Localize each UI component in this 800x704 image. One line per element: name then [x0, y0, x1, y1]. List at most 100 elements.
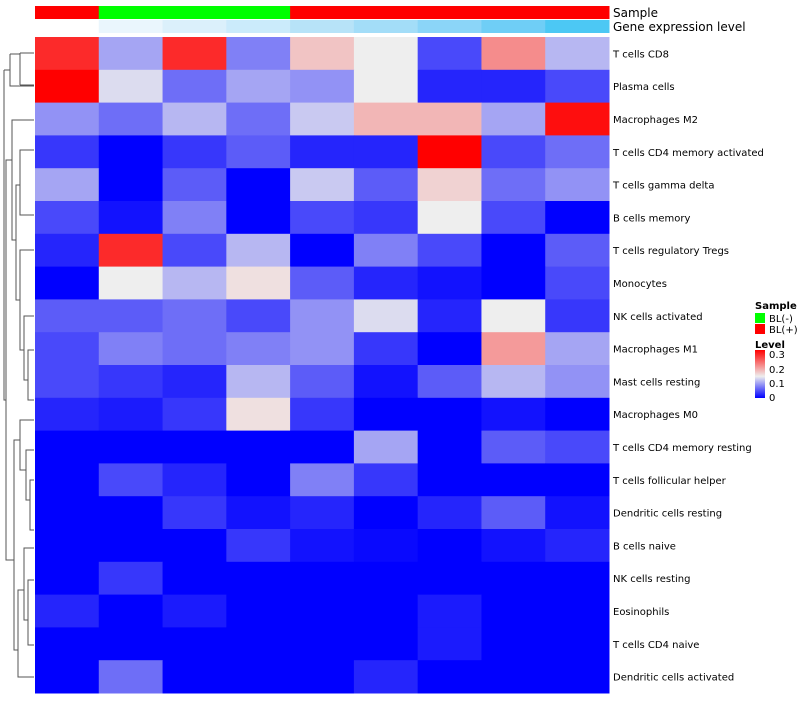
heatmap-cell [226, 397, 291, 432]
heatmap-cell [162, 561, 227, 596]
row-label: T cells regulatory Tregs [612, 246, 729, 257]
legend-tick: 0 [769, 393, 775, 404]
heatmap-cell [162, 365, 227, 399]
heatmap-cell [545, 332, 610, 366]
row-label: Plasma cells [613, 82, 675, 93]
heatmap-cell [545, 69, 610, 104]
row-label: T cells CD4 memory activated [612, 148, 764, 159]
sample-annotation-cell [162, 6, 227, 19]
sample-annotation-cell [226, 6, 291, 19]
heatmap-cell [545, 430, 610, 464]
heatmap-cell [162, 594, 227, 628]
heatmap-cell [353, 299, 419, 333]
row-label: Dendritic cells resting [613, 509, 722, 520]
heatmap-cell [35, 463, 100, 497]
column-annotations [35, 6, 610, 33]
heatmap-cell [290, 430, 355, 464]
heatmap-cell [417, 69, 482, 104]
row-label: Monocytes [613, 279, 667, 290]
heatmap-cell [481, 266, 546, 300]
legend-swatch-bl-plus [755, 324, 765, 334]
heatmap-cell [481, 594, 546, 628]
heatmap-cell [417, 365, 482, 399]
heatmap-cell [35, 266, 100, 300]
heatmap-cell [545, 168, 610, 202]
heatmap-cell [162, 397, 227, 432]
row-label: T cells CD8 [612, 49, 669, 60]
heatmap-cell [290, 496, 355, 530]
heatmap-cell [162, 37, 227, 71]
heatmap-cell [98, 529, 164, 563]
heatmap-cell [35, 365, 100, 399]
heatmap-cell [545, 561, 610, 596]
heatmap-cell [226, 496, 291, 530]
heatmap-cell [290, 594, 355, 628]
heatmap-cell [162, 660, 227, 694]
row-label: Macrophages M1 [613, 345, 698, 356]
heatmap-cell [417, 660, 482, 694]
heatmap-cell [353, 365, 419, 399]
heatmap-cell [417, 233, 482, 268]
heatmap-cell [162, 627, 227, 661]
heatmap-cell [35, 627, 100, 661]
row-label: NK cells resting [613, 574, 690, 585]
heatmap-cell [481, 233, 546, 268]
heatmap-cell [35, 561, 100, 596]
legend-tick: 0.3 [769, 350, 785, 361]
heatmap-cell [290, 168, 355, 202]
gene-expression-annotation-cell [353, 20, 419, 33]
heatmap-cell [226, 37, 291, 71]
legend-tick: 0.1 [769, 379, 785, 390]
heatmap-cell [353, 266, 419, 300]
heatmap-cell [353, 561, 419, 596]
legend-label-bl-minus: BL(-) [769, 314, 793, 325]
heatmap-cell [353, 397, 419, 432]
heatmap-cell [481, 299, 546, 333]
heatmap-cell [481, 529, 546, 563]
heatmap-cell [481, 496, 546, 530]
heatmap-cell [481, 102, 546, 136]
heatmap-cell [290, 397, 355, 432]
heatmap-cell [35, 201, 100, 235]
heatmap-cell [545, 627, 610, 661]
heatmap-cell [290, 233, 355, 268]
heatmap-cell [290, 332, 355, 366]
heatmap-cell [226, 332, 291, 366]
heatmap-cell [226, 561, 291, 596]
heatmap-cell [353, 660, 419, 694]
heatmap-cell [417, 496, 482, 530]
row-label: B cells memory [613, 213, 690, 224]
heatmap-cell [417, 266, 482, 300]
heatmap-cell [162, 332, 227, 366]
gene-expression-annotation-cell [290, 20, 355, 33]
row-label: NK cells activated [613, 312, 703, 323]
heatmap-cell [98, 135, 164, 169]
heatmap-cell [417, 168, 482, 202]
heatmap-cell [290, 299, 355, 333]
heatmap-cell [226, 430, 291, 464]
heatmap-cell [35, 233, 100, 268]
heatmap-cell [353, 201, 419, 235]
heatmap-cell [35, 397, 100, 432]
heatmap-cell [35, 594, 100, 628]
heatmap-cell [290, 627, 355, 661]
heatmap-cell [162, 496, 227, 530]
heatmap-cell [98, 594, 164, 628]
heatmap-cell [417, 430, 482, 464]
heatmap-cell [545, 102, 610, 136]
heatmap-cell [353, 135, 419, 169]
heatmap-cell [226, 69, 291, 104]
heatmap-cell [481, 627, 546, 661]
heatmap-cell [226, 135, 291, 169]
heatmap-cell [545, 135, 610, 169]
legend-level-gradient [755, 350, 765, 398]
heatmap-cell [545, 266, 610, 300]
heatmap-cell [545, 397, 610, 432]
row-label: T cells follicular helper [612, 476, 727, 487]
heatmap-cell [162, 529, 227, 563]
heatmap-cell [353, 430, 419, 464]
heatmap-cell [545, 529, 610, 563]
heatmap-cell [162, 430, 227, 464]
heatmap-cell [35, 135, 100, 169]
heatmap-cell [353, 529, 419, 563]
